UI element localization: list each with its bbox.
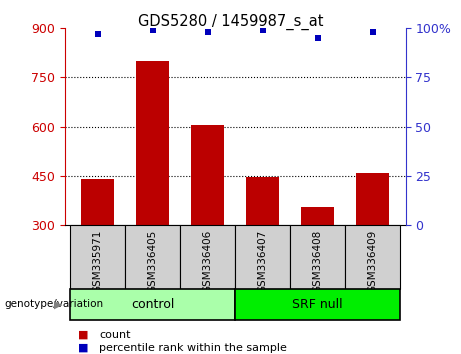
Bar xyxy=(235,289,400,320)
Text: GSM336408: GSM336408 xyxy=(313,230,323,293)
Text: count: count xyxy=(99,330,130,339)
Text: ▶: ▶ xyxy=(54,299,62,309)
Bar xyxy=(191,125,224,225)
Bar xyxy=(136,61,169,225)
Text: genotype/variation: genotype/variation xyxy=(5,299,104,309)
Text: GDS5280 / 1459987_s_at: GDS5280 / 1459987_s_at xyxy=(138,14,323,30)
Text: GSM335971: GSM335971 xyxy=(93,230,102,293)
Point xyxy=(149,28,156,33)
Text: GSM336409: GSM336409 xyxy=(368,230,378,293)
Point xyxy=(94,32,101,37)
Text: GSM336405: GSM336405 xyxy=(148,230,158,293)
Point xyxy=(314,35,321,41)
Bar xyxy=(235,225,290,289)
Point xyxy=(369,29,376,35)
Text: SRF null: SRF null xyxy=(292,298,343,311)
Text: ■: ■ xyxy=(78,330,89,339)
Text: GSM336406: GSM336406 xyxy=(202,230,213,293)
Text: control: control xyxy=(131,298,174,311)
Bar xyxy=(180,225,235,289)
Bar xyxy=(81,179,114,225)
Bar xyxy=(301,207,334,225)
Bar xyxy=(356,173,389,225)
Bar xyxy=(70,225,125,289)
Bar xyxy=(345,225,400,289)
Text: ■: ■ xyxy=(78,343,89,353)
Bar xyxy=(246,177,279,225)
Bar xyxy=(290,225,345,289)
Point xyxy=(204,29,211,35)
Point xyxy=(259,28,266,33)
Bar xyxy=(125,225,180,289)
Text: GSM336407: GSM336407 xyxy=(258,230,268,293)
Text: percentile rank within the sample: percentile rank within the sample xyxy=(99,343,287,353)
Bar xyxy=(70,289,235,320)
